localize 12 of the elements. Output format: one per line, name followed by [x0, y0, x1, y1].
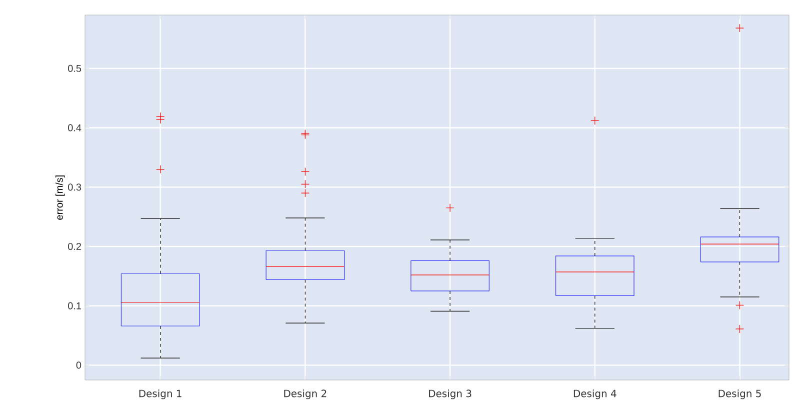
x-tick-label: Design 2 — [284, 390, 326, 400]
y-tick-label: 0 — [76, 362, 82, 369]
x-tick-label: Design 3 — [429, 390, 472, 400]
x-tick-label: Design 4 — [574, 390, 616, 400]
y-tick-label: 0.1 — [68, 302, 81, 310]
y-tick-label: 0.3 — [68, 184, 82, 191]
x-tick-label: Design 1 — [139, 390, 182, 400]
y-tick-label: 0.2 — [68, 242, 81, 250]
y-axis-title: error [m/s] — [56, 176, 65, 220]
y-tick-label: 0.5 — [68, 64, 82, 72]
y-tick-label: 0.4 — [68, 124, 82, 132]
x-tick-label: Design 5 — [718, 390, 761, 400]
